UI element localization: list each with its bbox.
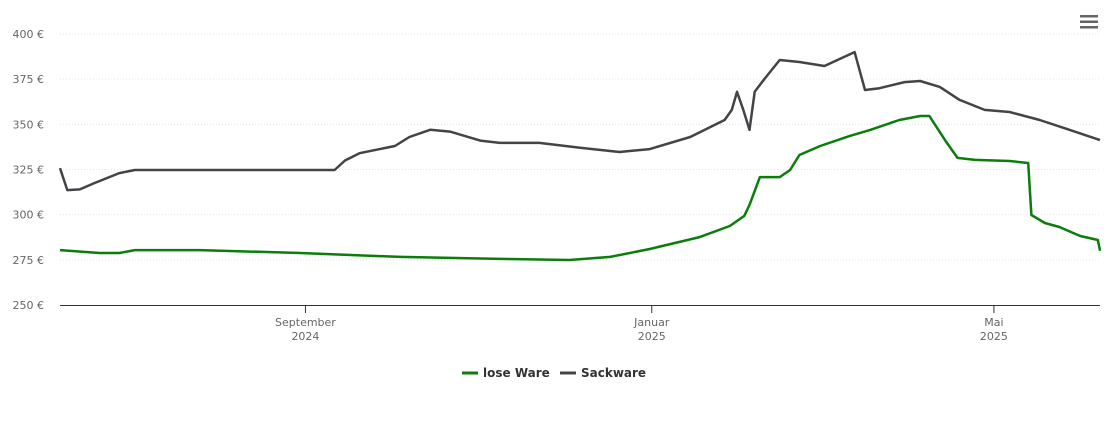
line bbox=[58, 50, 1101, 192]
x-tick-label: Mai bbox=[984, 316, 1003, 329]
x-tick-label: Januar bbox=[633, 316, 670, 329]
menu-icon[interactable] bbox=[1080, 15, 1098, 29]
y-tick-label: 250 € bbox=[13, 299, 45, 312]
menu-bar bbox=[1080, 15, 1098, 18]
menu-bar bbox=[1080, 20, 1098, 23]
legend-label: Sackware bbox=[581, 366, 646, 380]
y-tick-label: 350 € bbox=[13, 118, 45, 131]
legend-label: lose Ware bbox=[483, 366, 550, 380]
line bbox=[59, 114, 1102, 262]
x-tick-label: September bbox=[275, 316, 336, 329]
y-tick-label: 325 € bbox=[13, 164, 45, 177]
y-tick-label: 275 € bbox=[13, 254, 45, 267]
legend: lose Ware Sackware bbox=[462, 366, 646, 380]
x-tick-year: 2025 bbox=[638, 330, 666, 343]
x-tick-year: 2024 bbox=[291, 330, 319, 343]
menu-bar bbox=[1080, 26, 1098, 29]
y-tick-label: 300 € bbox=[13, 209, 45, 222]
x-tick-year: 2025 bbox=[980, 330, 1008, 343]
y-tick-label: 400 € bbox=[13, 28, 45, 41]
y-tick-label: 375 € bbox=[13, 73, 45, 86]
